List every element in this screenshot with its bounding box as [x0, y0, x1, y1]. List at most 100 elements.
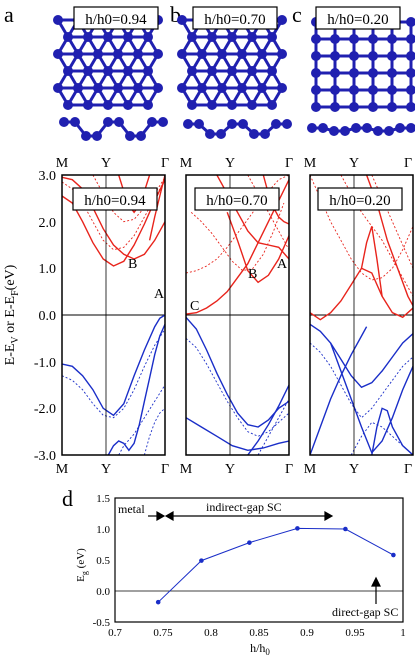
- band-label-2: h/h0=0.70: [194, 187, 280, 211]
- atom: [311, 102, 321, 112]
- panel-d-frame: [114, 497, 404, 623]
- band-frame-3: [309, 174, 414, 456]
- kpoint-bottom-M-2: M: [180, 462, 193, 477]
- atom: [237, 49, 247, 59]
- atom: [207, 66, 217, 76]
- band-curve-vb2: [107, 324, 165, 455]
- panel-letter-b: b: [170, 2, 181, 27]
- atom: [59, 117, 69, 127]
- atom: [387, 85, 397, 95]
- atom: [133, 49, 143, 59]
- atom: [133, 83, 143, 93]
- gap-point: [199, 558, 204, 563]
- kpoint-top-G-1: Γ: [161, 156, 169, 171]
- panel-letter-d: d: [62, 486, 73, 511]
- atom: [307, 123, 317, 133]
- atom: [197, 83, 207, 93]
- atom: [247, 100, 257, 110]
- gap-point: [343, 526, 348, 532]
- atom: [103, 66, 113, 76]
- atom: [73, 49, 83, 59]
- atom: [63, 66, 73, 76]
- atom: [257, 49, 267, 59]
- atom: [63, 32, 73, 42]
- atom: [373, 126, 383, 136]
- atom: [143, 100, 153, 110]
- structure-label-1: h/h0=0.94: [73, 6, 159, 30]
- atom: [330, 102, 340, 112]
- atom: [227, 100, 237, 110]
- atom: [113, 83, 123, 93]
- annotation-arrows: [148, 510, 381, 604]
- atom: [368, 85, 378, 95]
- panel-letter-a: a: [4, 2, 14, 27]
- band-curve-cb2: [360, 226, 383, 297]
- band-curve-vb1: [62, 314, 165, 417]
- atom: [123, 32, 133, 42]
- band-ylabel: E-EV or E-EF(eV): [3, 264, 21, 365]
- atom: [153, 49, 163, 59]
- band-ytick: 1.0: [39, 262, 57, 277]
- d-ytick: 0.0: [96, 586, 110, 598]
- kpoint-bottom-M-1: M: [56, 462, 69, 477]
- atom: [387, 68, 397, 78]
- atom: [277, 15, 287, 25]
- band-curve-vb1: [186, 316, 289, 428]
- structure-label-2: h/h0=0.70: [192, 6, 278, 30]
- atom: [83, 66, 93, 76]
- atom: [384, 126, 394, 136]
- band-label-1: h/h0=0.94: [72, 187, 158, 211]
- band-frame-1: [61, 174, 166, 456]
- atom: [53, 83, 63, 93]
- gap-line: [157, 527, 394, 603]
- d-ytick: 1.5: [96, 493, 110, 505]
- panel-d-yticks: -0.5 0.0 0.5 1.0 1.5: [93, 493, 111, 629]
- kpoint-bottom-Y-1: Y: [101, 462, 111, 477]
- kpoint-bottom-Y-2: Y: [225, 462, 235, 477]
- atom: [267, 100, 277, 110]
- d-xtick: 0.7: [108, 627, 122, 639]
- atom: [349, 85, 359, 95]
- atom: [311, 34, 321, 44]
- band-panel-1: [62, 175, 165, 455]
- atom: [349, 68, 359, 78]
- d-xtick: 0.75: [153, 627, 173, 639]
- annotation-indirect: indirect-gap SC: [206, 500, 282, 514]
- band-frame-2: [185, 174, 290, 456]
- atom: [238, 119, 248, 129]
- band-yticks: 3.0 2.0 1.0 0.0 -1.0 -2.0 -3.0: [34, 169, 56, 464]
- band-curve-cb1: [310, 267, 413, 321]
- band-curve-vb4: [186, 337, 289, 437]
- atom: [368, 34, 378, 44]
- annotation-p2-A: A: [277, 257, 288, 272]
- atom: [217, 49, 227, 59]
- band-ytick: -3.0: [34, 449, 56, 464]
- atom: [103, 32, 113, 42]
- atom: [267, 66, 277, 76]
- kpoint-bottom-M-3: M: [304, 462, 317, 477]
- kpoint-bottom-G-2: Γ: [285, 462, 293, 477]
- atom: [153, 83, 163, 93]
- kpoint-top-G-3: Γ: [404, 156, 412, 171]
- band-curve-vb5: [143, 407, 165, 455]
- atom: [103, 117, 113, 127]
- atom: [103, 100, 113, 110]
- atom: [147, 117, 157, 127]
- gap-vs-height-chart: [115, 526, 403, 605]
- band-curve-vb2: [247, 384, 289, 455]
- atom: [247, 32, 257, 42]
- gap-point: [155, 599, 161, 605]
- band-label-1-text: h/h0=0.94: [84, 193, 146, 209]
- band-label-3: h/h0=0.20: [317, 187, 403, 211]
- band-curve-vb6: [350, 421, 413, 455]
- atom: [92, 131, 102, 141]
- atom: [406, 85, 415, 95]
- structure-label-2-text: h/h0=0.70: [204, 12, 265, 28]
- atom: [237, 83, 247, 93]
- atom: [63, 100, 73, 110]
- band-panel-2: [186, 175, 289, 455]
- atom: [406, 123, 415, 133]
- d-xtick: 0.8: [204, 627, 218, 639]
- d-xlabel: h/h0: [250, 641, 270, 655]
